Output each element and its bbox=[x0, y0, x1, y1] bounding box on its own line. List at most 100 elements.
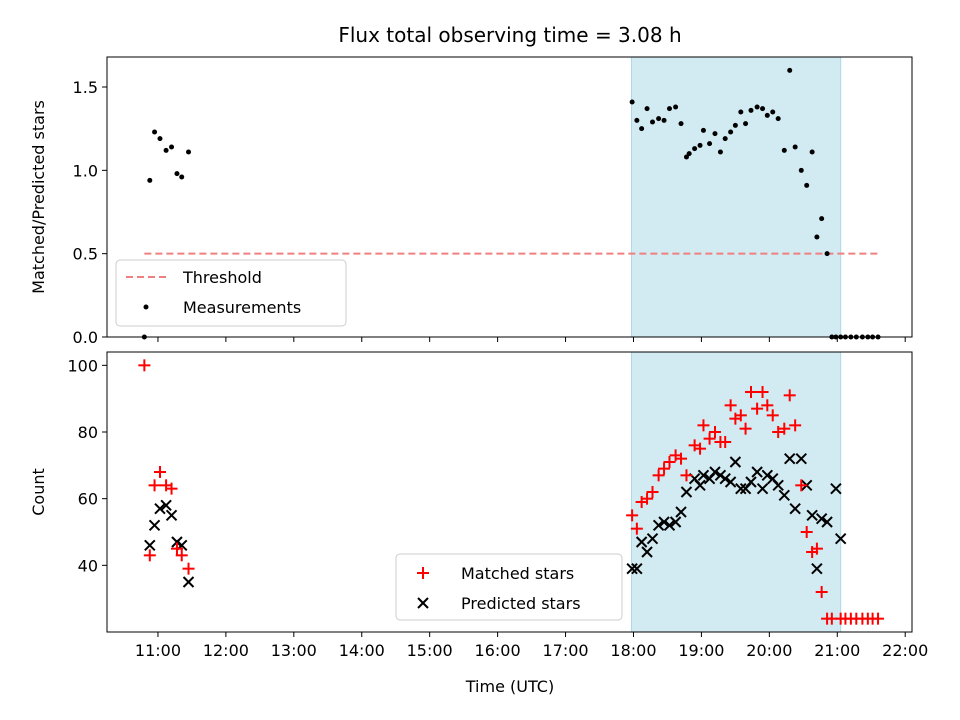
x-tick-label: 22:00 bbox=[882, 641, 928, 660]
matched-star-point bbox=[652, 469, 665, 482]
measurement-point bbox=[707, 141, 713, 147]
measurement-point bbox=[824, 251, 830, 257]
top-observing-span bbox=[630, 56, 842, 338]
x-tick-label: 13:00 bbox=[271, 641, 317, 660]
measurement-point bbox=[686, 151, 692, 157]
top-legend: Threshold Measurements bbox=[115, 259, 347, 327]
matched-star-point bbox=[658, 462, 671, 475]
measurement-point bbox=[738, 109, 744, 115]
matched-star-point bbox=[724, 399, 737, 412]
predicted-star-point bbox=[160, 499, 172, 512]
top-y-ticks: 0.0 0.5 1.0 1.5 bbox=[73, 78, 107, 347]
top-marks bbox=[141, 67, 881, 340]
measurement-point bbox=[728, 129, 734, 135]
x-tick-label: 14:00 bbox=[339, 641, 385, 660]
x-tick-label: 16:00 bbox=[475, 641, 521, 660]
measurement-point bbox=[819, 216, 825, 222]
matched-star-point bbox=[170, 542, 183, 555]
matched-star-point bbox=[626, 509, 639, 522]
measurement-point bbox=[722, 136, 728, 142]
measurement-point bbox=[673, 104, 679, 110]
y-tick-label: 0.0 bbox=[73, 328, 98, 347]
top-axes-frame bbox=[106, 56, 913, 338]
predicted-star-point bbox=[784, 452, 796, 465]
measurement-point bbox=[732, 122, 738, 128]
measurement-point bbox=[764, 112, 770, 118]
predicted-star-point bbox=[148, 519, 161, 532]
predicted-star-point bbox=[745, 476, 757, 488]
matched-star-point bbox=[756, 386, 769, 398]
measurement-point bbox=[644, 106, 650, 112]
measurement-point bbox=[804, 182, 810, 188]
matched-star-point bbox=[175, 549, 188, 562]
predicted-star-point bbox=[675, 506, 687, 518]
y-tick-label: 60 bbox=[78, 490, 98, 509]
predicted-star-point bbox=[719, 472, 731, 485]
matched-star-point bbox=[789, 419, 802, 432]
predicted-star-point bbox=[626, 562, 638, 575]
matched-star-point bbox=[697, 419, 710, 432]
matched-star-point bbox=[165, 482, 178, 495]
matched-star-point bbox=[810, 542, 823, 555]
matched-star-point bbox=[143, 549, 156, 562]
x-tick-label: 17:00 bbox=[542, 641, 588, 660]
predicted-star-point bbox=[697, 469, 710, 482]
measurement-point bbox=[639, 126, 645, 132]
predicted-star-point bbox=[729, 456, 742, 468]
predicted-star-point bbox=[834, 532, 847, 545]
matched-star-point bbox=[751, 402, 764, 415]
measurement-point bbox=[666, 106, 672, 112]
legend-threshold: Threshold bbox=[182, 268, 262, 287]
measurement-point bbox=[792, 144, 798, 150]
top-x-ticks bbox=[157, 337, 906, 342]
bottom-x-ticks: 11:00 12:00 13:00 14:00 15:00 16:00 17:00 18:00… bbox=[135, 632, 928, 660]
measurement-point bbox=[814, 234, 820, 240]
measurement-point bbox=[787, 67, 793, 73]
measurement-point bbox=[186, 149, 192, 155]
legend-matched-stars: Matched stars bbox=[461, 564, 574, 583]
y-tick-label: 0.5 bbox=[73, 245, 98, 264]
predicted-star-point bbox=[182, 576, 195, 588]
measurement-point bbox=[754, 104, 760, 110]
predicted-star-point bbox=[821, 516, 833, 528]
matched-star-point bbox=[795, 479, 808, 492]
bottom-y-axis-label: Count bbox=[29, 468, 48, 516]
measurement-point bbox=[748, 107, 754, 113]
measurement-point bbox=[700, 127, 706, 133]
y-tick-label: 100 bbox=[67, 356, 98, 375]
measurement-point bbox=[157, 136, 163, 142]
predicted-star-point bbox=[772, 479, 784, 492]
matched-star-point bbox=[675, 452, 688, 465]
predicted-star-point bbox=[680, 486, 693, 498]
matched-star-point bbox=[761, 399, 774, 412]
measurement-point bbox=[629, 99, 635, 105]
top-panel: 0.0 0.5 1.0 1.5 Matched/Predicted stars Thr… bbox=[29, 56, 913, 347]
x-tick-label: 18:00 bbox=[610, 641, 656, 660]
predicted-star-point bbox=[165, 509, 178, 522]
measurement-point bbox=[174, 171, 180, 177]
measurement-point bbox=[634, 117, 640, 123]
predicted-star-point bbox=[663, 519, 676, 532]
measurement-point bbox=[661, 117, 667, 123]
bottom-y-ticks: 40 60 80 100 bbox=[67, 356, 107, 575]
measurements-legend-swatch bbox=[143, 304, 149, 310]
x-tick-label: 21:00 bbox=[814, 641, 860, 660]
chart-title: Flux total observing time = 3.08 h bbox=[338, 23, 681, 47]
predicted-star-point bbox=[154, 502, 166, 515]
matched-star-point bbox=[772, 426, 785, 438]
legend-measurements: Measurements bbox=[183, 298, 301, 317]
predicted-star-point bbox=[635, 536, 648, 548]
matched-star-point bbox=[778, 422, 791, 435]
predicted-star-point bbox=[646, 532, 659, 545]
matched-star-point bbox=[663, 456, 676, 468]
matched-star-point bbox=[153, 466, 166, 478]
y-tick-label: 1.5 bbox=[73, 78, 98, 97]
measurement-point bbox=[781, 147, 787, 153]
matched-star-point bbox=[694, 442, 707, 455]
predicted-star-point bbox=[714, 469, 727, 482]
predicted-star-point bbox=[756, 482, 769, 495]
measurement-point bbox=[656, 116, 662, 122]
top-y-axis-label: Matched/Predicted stars bbox=[29, 100, 48, 294]
matched-star-point bbox=[646, 486, 659, 498]
